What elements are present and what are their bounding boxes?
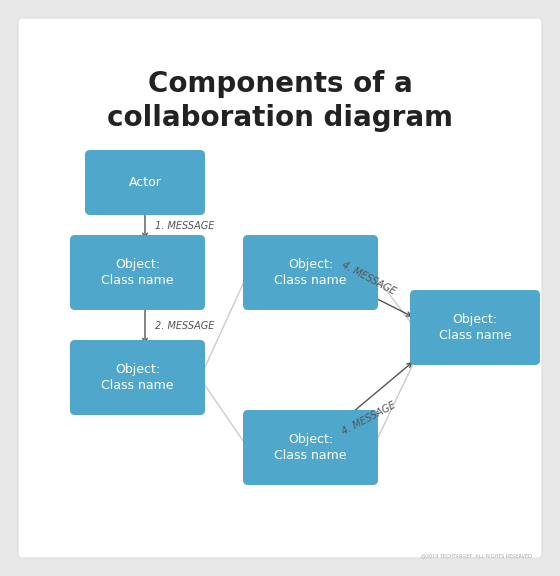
Text: 4. MESSAGE: 4. MESSAGE <box>340 400 397 437</box>
FancyBboxPatch shape <box>70 235 205 310</box>
Text: @2019 TECHTARGET, ALL RIGHTS RESERVED: @2019 TECHTARGET, ALL RIGHTS RESERVED <box>421 553 532 558</box>
Text: Object:
Class name: Object: Class name <box>274 433 347 462</box>
FancyBboxPatch shape <box>410 290 540 365</box>
Text: 1. MESSAGE: 1. MESSAGE <box>155 221 214 231</box>
Text: Actor: Actor <box>129 176 161 189</box>
Text: Components of a
collaboration diagram: Components of a collaboration diagram <box>107 70 453 131</box>
Text: 2. MESSAGE: 2. MESSAGE <box>155 321 214 331</box>
Text: Object:
Class name: Object: Class name <box>101 258 174 287</box>
Text: Object:
Class name: Object: Class name <box>101 363 174 392</box>
Text: 4. MESSAGE: 4. MESSAGE <box>340 260 397 297</box>
FancyBboxPatch shape <box>70 340 205 415</box>
FancyBboxPatch shape <box>243 410 378 485</box>
FancyBboxPatch shape <box>85 150 205 215</box>
FancyBboxPatch shape <box>18 18 542 558</box>
FancyBboxPatch shape <box>243 235 378 310</box>
Text: Object:
Class name: Object: Class name <box>274 258 347 287</box>
Text: Object:
Class name: Object: Class name <box>438 313 511 342</box>
